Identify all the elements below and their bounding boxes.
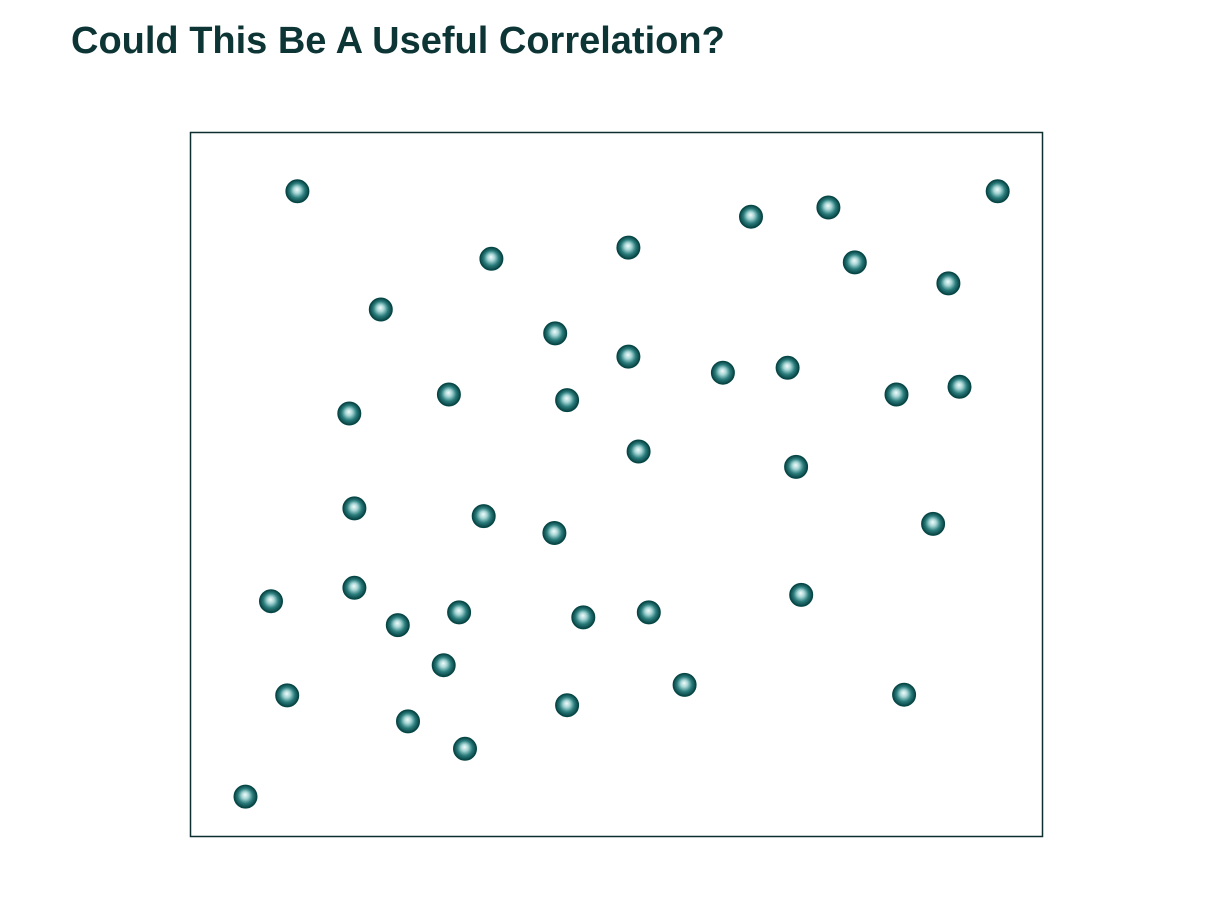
scatter-point-17 xyxy=(555,388,580,413)
scatter-point-31 xyxy=(385,613,410,638)
scatter-point-27 xyxy=(259,589,283,614)
scatter-point-14 xyxy=(947,374,972,399)
scatter-point-34 xyxy=(275,683,300,708)
scatter-point-19 xyxy=(626,439,651,464)
scatter-point-25 xyxy=(342,575,367,600)
scatter-point-29 xyxy=(636,600,661,625)
scatter-point-10 xyxy=(543,321,568,346)
scatter-point-37 xyxy=(396,709,420,734)
scatter-point-7 xyxy=(842,250,867,275)
scatter-point-23 xyxy=(542,521,567,545)
scatter-point-9 xyxy=(368,297,393,322)
scatter-point-8 xyxy=(936,271,961,296)
scatter-point-28 xyxy=(447,600,472,625)
scatter-point-1 xyxy=(285,179,310,204)
scatter-point-13 xyxy=(775,355,800,380)
scatter-point-33 xyxy=(672,672,697,697)
scatter-point-35 xyxy=(892,682,917,707)
scatter-point-5 xyxy=(616,235,641,260)
scatter-point-38 xyxy=(453,736,477,761)
scatter-point-21 xyxy=(342,496,367,521)
scatter-point-24 xyxy=(921,511,946,536)
scatter-point-39 xyxy=(233,784,258,809)
scatter-point-3 xyxy=(739,204,763,229)
scatter-point-20 xyxy=(784,454,809,479)
scatter-point-16 xyxy=(884,382,909,407)
plot-area-frame xyxy=(189,131,1044,838)
scatter-point-4 xyxy=(816,195,841,220)
slide-title: Could This Be A Useful Correlation? xyxy=(71,20,725,62)
scatter-points xyxy=(233,179,1010,809)
scatter-point-12 xyxy=(710,360,735,385)
scatter-point-32 xyxy=(431,653,456,678)
scatter-point-2 xyxy=(985,179,1010,204)
scatter-point-26 xyxy=(789,582,814,607)
scatter-point-11 xyxy=(616,344,641,369)
scatter-point-18 xyxy=(337,401,362,426)
scatter-point-6 xyxy=(479,246,504,271)
scatter-point-30 xyxy=(571,605,596,630)
scatter-point-22 xyxy=(471,504,496,529)
scatter-point-36 xyxy=(555,693,580,718)
scatter-point-15 xyxy=(436,382,461,407)
